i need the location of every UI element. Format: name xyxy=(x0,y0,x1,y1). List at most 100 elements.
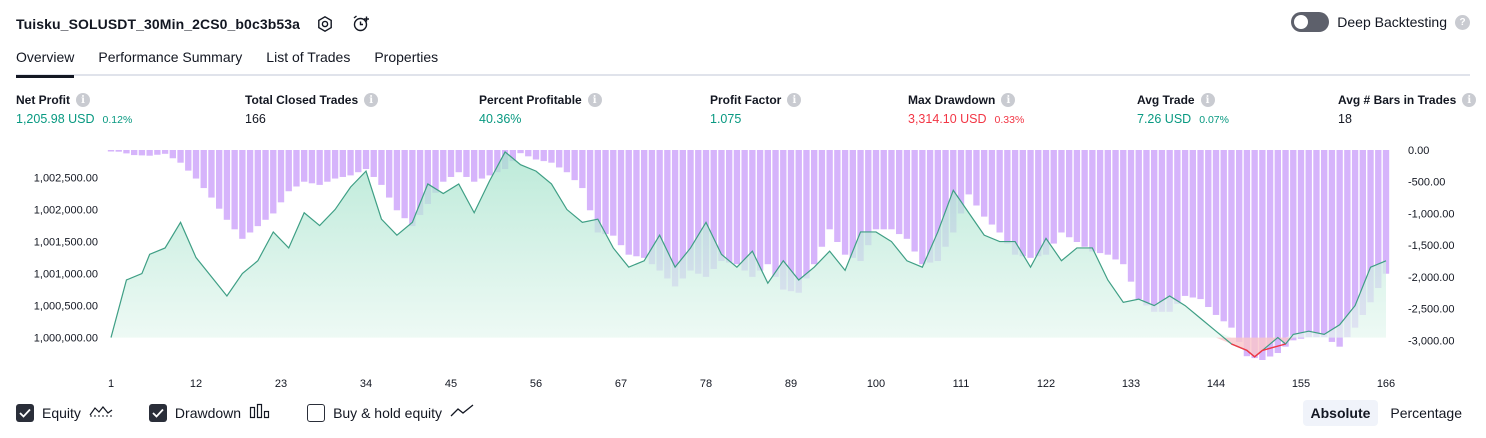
equity-checkbox[interactable]: Equity xyxy=(16,404,113,422)
checkbox-unchecked-icon[interactable] xyxy=(307,404,325,422)
right-axis-tick-label: 0.00 xyxy=(1408,145,1429,157)
drawdown-bar xyxy=(865,150,871,245)
gear-icon[interactable] xyxy=(314,13,336,35)
absolute-button[interactable]: Absolute xyxy=(1303,400,1379,426)
drawdown-bar xyxy=(525,150,531,156)
drawdown-bar xyxy=(989,150,995,225)
drawdown-bar xyxy=(1027,150,1033,258)
x-axis-tick-label: 56 xyxy=(530,378,542,390)
left-axis-tick-label: 1,000,500.00 xyxy=(34,301,98,313)
drawdown-bar xyxy=(1336,150,1342,347)
x-axis-tick-label: 122 xyxy=(1037,378,1055,390)
info-icon[interactable]: i xyxy=(76,93,90,107)
drawdown-bar xyxy=(548,150,554,163)
drawdown-bar xyxy=(1267,150,1273,357)
x-axis-tick-label: 45 xyxy=(445,378,457,390)
deep-backtesting-toggle[interactable] xyxy=(1291,12,1329,32)
checkbox-checked-icon[interactable] xyxy=(16,404,34,422)
right-axis-tick-label: -3,000.00 xyxy=(1408,335,1454,347)
drawdown-checkbox[interactable]: Drawdown xyxy=(149,403,271,422)
x-axis-tick-label: 67 xyxy=(615,378,627,390)
drawdown-bar xyxy=(324,150,330,182)
drawdown-bar xyxy=(1136,150,1142,299)
trend-line-icon xyxy=(450,404,474,421)
drawdown-bar xyxy=(618,150,624,245)
x-axis-tick-label: 12 xyxy=(190,378,202,390)
drawdown-bar xyxy=(224,150,230,220)
metric-label: Max Drawdown xyxy=(908,93,995,107)
percentage-button[interactable]: Percentage xyxy=(1382,400,1470,426)
info-icon[interactable]: i xyxy=(1201,93,1215,107)
info-icon[interactable]: i xyxy=(588,93,602,107)
right-axis-tick-label: -1,500.00 xyxy=(1408,240,1454,252)
info-icon[interactable]: i xyxy=(1001,93,1015,107)
drawdown-bar xyxy=(610,150,616,236)
drawdown-bar xyxy=(1074,150,1080,242)
tab-properties[interactable]: Properties xyxy=(374,46,438,76)
alarm-clock-plus-icon[interactable] xyxy=(350,13,372,35)
drawdown-bar xyxy=(440,150,446,182)
drawdown-bar xyxy=(108,150,114,152)
drawdown-bar xyxy=(1143,150,1149,305)
drawdown-bar xyxy=(888,150,894,229)
value-mode-switch: Absolute Percentage xyxy=(1303,400,1471,426)
x-axis-tick-label: 1 xyxy=(108,378,114,390)
x-axis-tick-label: 111 xyxy=(953,378,970,390)
equity-label: Equity xyxy=(42,405,81,421)
left-axis-tick-label: 1,000,000.00 xyxy=(34,333,98,345)
info-icon[interactable]: i xyxy=(364,93,378,107)
left-axis: 1,000,000.001,000,500.001,001,000.001,00… xyxy=(34,173,98,345)
drawdown-bar xyxy=(966,150,972,194)
drawdown-bar xyxy=(301,150,307,182)
drawdown-bar xyxy=(1329,150,1335,342)
equity-below-baseline-area xyxy=(111,338,1386,357)
drawdown-bar xyxy=(386,150,392,198)
info-icon[interactable]: i xyxy=(787,93,801,107)
drawdown-bar xyxy=(1213,150,1219,315)
help-icon[interactable]: ? xyxy=(1455,15,1470,30)
drawdown-bar xyxy=(1066,150,1072,237)
drawdown-bar xyxy=(1004,150,1010,244)
toggle-knob xyxy=(1294,15,1308,29)
checkbox-checked-icon[interactable] xyxy=(149,404,167,422)
drawdown-bar xyxy=(873,150,879,229)
drawdown-bar xyxy=(1344,150,1350,337)
metric-label: Avg # Bars in Trades xyxy=(1338,93,1456,107)
drawdown-bar xyxy=(772,150,778,277)
drawdown-bar xyxy=(286,150,292,191)
drawdown-bar xyxy=(834,150,840,242)
info-icon[interactable]: i xyxy=(1462,93,1476,107)
drawdown-bar xyxy=(726,150,732,263)
x-axis-tick-label: 100 xyxy=(867,378,885,390)
right-axis-tick-label: -2,000.00 xyxy=(1408,272,1454,284)
metric-value: 3,314.10 USD xyxy=(908,112,987,126)
buy-hold-label: Buy & hold equity xyxy=(333,405,442,421)
drawdown-bar xyxy=(456,150,462,172)
chart-legend: Equity Drawdown Buy & hold equity xyxy=(16,403,474,422)
drawdown-bar xyxy=(896,150,902,234)
drawdown-bar xyxy=(1182,150,1188,296)
drawdown-bar xyxy=(842,150,848,255)
tab-overview[interactable]: Overview xyxy=(16,46,74,76)
tab-list-of-trades[interactable]: List of Trades xyxy=(266,46,350,76)
metric-percent: 0.33% xyxy=(995,114,1025,126)
buy-hold-checkbox[interactable]: Buy & hold equity xyxy=(307,404,474,422)
drawdown-bar xyxy=(170,150,176,158)
drawdown-bar xyxy=(208,150,214,198)
drawdown-bar xyxy=(996,150,1002,232)
drawdown-bar xyxy=(309,150,315,183)
equity-drawdown-chart[interactable]: 1,000,000.00 1,000,500.00 1,001,000.00 1,00… xyxy=(0,140,1486,395)
tab-performance-summary[interactable]: Performance Summary xyxy=(98,46,242,76)
drawdown-bar xyxy=(486,150,492,175)
drawdown-bar xyxy=(371,150,377,177)
drawdown-bar xyxy=(973,150,979,206)
drawdown-bar xyxy=(850,150,856,258)
drawdown-bar xyxy=(123,150,129,153)
drawdown-bar xyxy=(803,150,809,278)
drawdown-bar xyxy=(1058,150,1064,232)
drawdown-bar xyxy=(1159,150,1165,312)
drawdown-bar xyxy=(1383,150,1389,274)
drawdown-bar xyxy=(471,150,477,182)
x-axis-tick-label: 144 xyxy=(1207,378,1225,390)
metric-label: Net Profit xyxy=(16,93,70,107)
